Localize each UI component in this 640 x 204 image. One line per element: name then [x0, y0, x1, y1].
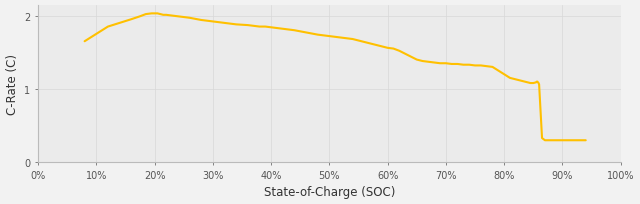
- X-axis label: State-of-Charge (SOC): State-of-Charge (SOC): [264, 185, 395, 198]
- Y-axis label: C-Rate (C): C-Rate (C): [6, 54, 19, 114]
